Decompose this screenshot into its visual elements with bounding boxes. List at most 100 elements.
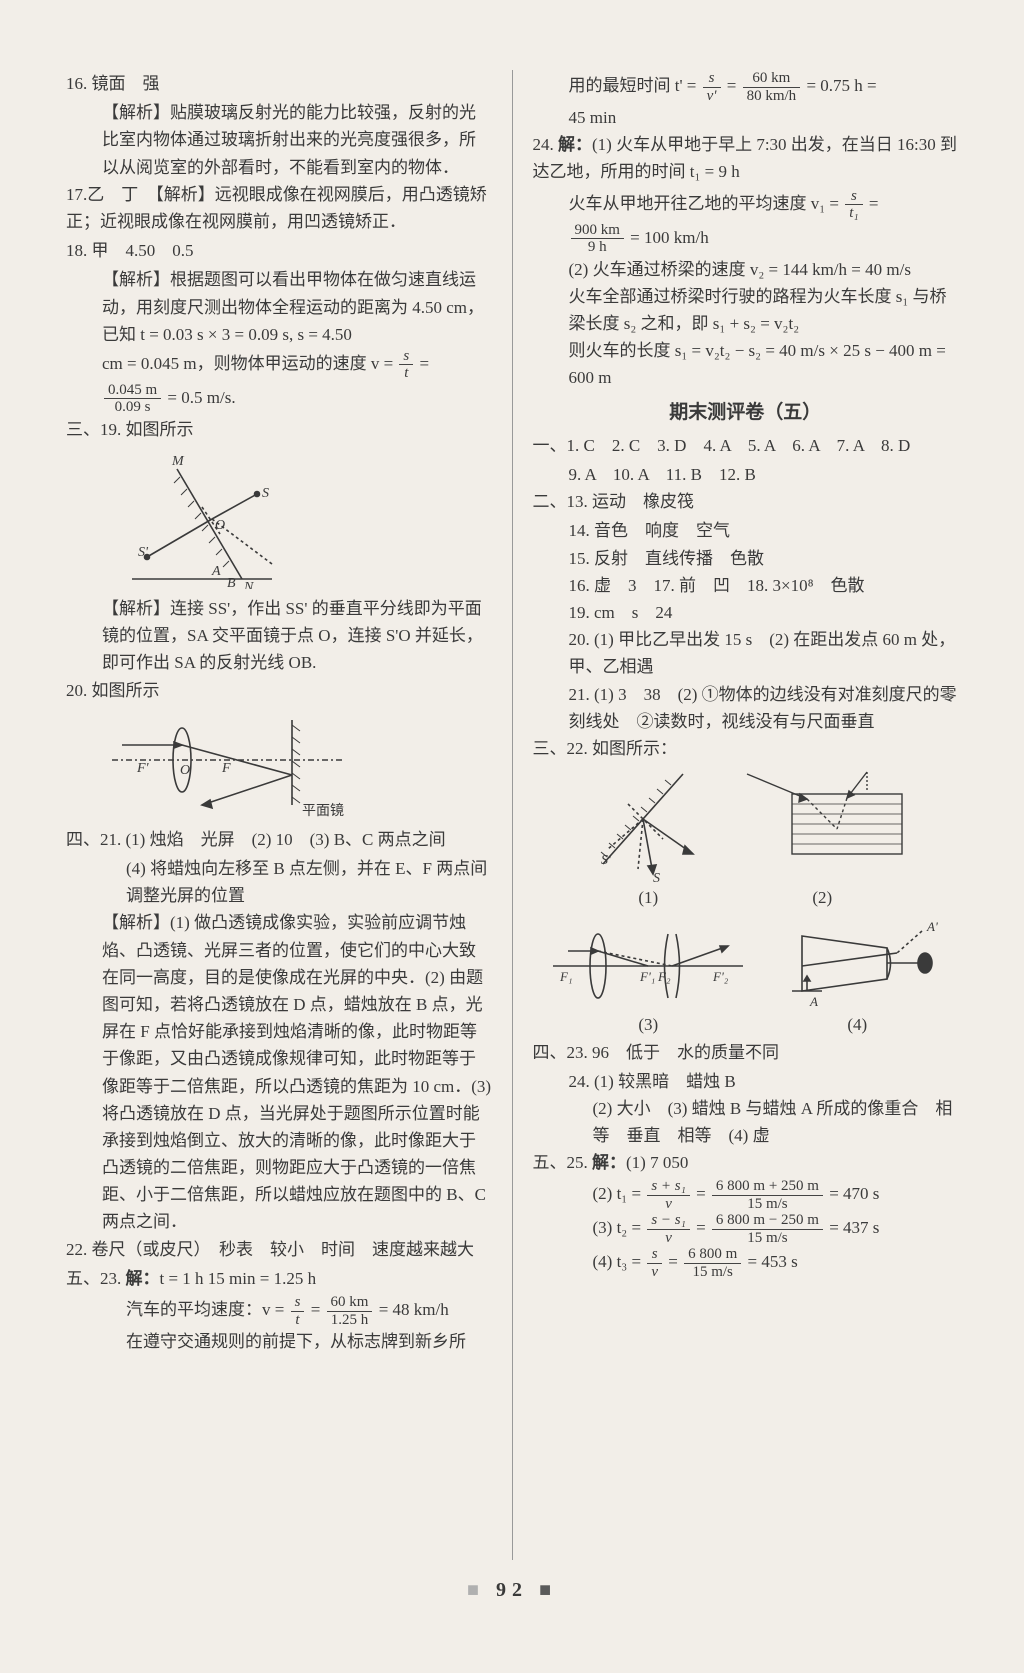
- square-icon: ■: [467, 1579, 485, 1601]
- frac: s + s₁v: [647, 1178, 690, 1212]
- eq: =: [420, 354, 430, 373]
- sec4-label: 四、: [533, 1043, 567, 1062]
- frac: 900 km9 h: [571, 222, 624, 256]
- frac: 6 800 m15 m/s: [684, 1246, 741, 1280]
- q21r: 21. (1) 3 38 (2) ①物体的边线没有对准刻度尺的零刻线处 ②读数时…: [533, 681, 959, 735]
- page-columns: 16. 镜面 强 【解析】贴膜玻璃反射光的能力比较强，反射的光比室内物体通过玻璃…: [50, 70, 974, 1560]
- svg-text:A': A': [926, 919, 938, 934]
- svg-text:S: S: [653, 871, 660, 884]
- q22-d3: F₁ F'₁ F₂ F'₂ (3): [548, 911, 748, 1038]
- exp-label: 【解析】: [155, 185, 215, 204]
- frac: 6 800 m − 250 m15 m/s: [712, 1212, 823, 1246]
- q24-l5: 则火车的长度 s₁ = v₂t₂ − s₂ = 40 m/s × 25 s − …: [533, 337, 959, 391]
- sec3-label: 三、: [66, 420, 100, 439]
- q24: 24. 解：(1) 火车从甲地于早上 7:30 出发，在当日 16:30 到达乙…: [533, 131, 959, 185]
- d3-label: (3): [548, 1011, 748, 1038]
- q13r: 二、13. 运动 橡皮筏: [533, 488, 959, 515]
- sol-label: 解：: [126, 1269, 160, 1288]
- sec5-label: 五、: [533, 1153, 567, 1172]
- svg-text:B: B: [227, 576, 236, 589]
- q18: 18. 甲 4.50 0.5: [66, 237, 492, 264]
- svg-text:O: O: [180, 763, 190, 778]
- q17-ans: 乙 丁: [87, 185, 155, 204]
- svg-text:N: N: [243, 580, 254, 589]
- q22-text: 卷尺（或皮尺） 秒表 较小 时间 速度越来越大: [92, 1240, 475, 1259]
- q20r: 20. (1) 甲比乙早出发 15 s (2) 在距出发点 60 m 处，甲、乙…: [533, 626, 959, 680]
- svg-text:A: A: [211, 564, 221, 579]
- q18-eq-row: cm = 0.045 m，则物体甲运动的速度 v = st =: [66, 348, 492, 382]
- q24r-p1: 24. (1) 较黑暗 蜡烛 B: [533, 1068, 959, 1095]
- q24-l3: (2) 火车通过桥梁的速度 v₂ = 144 km/h = 40 m/s: [533, 256, 959, 283]
- q24-l2: 火车从甲地开往乙地的平均速度 v₁ = st₁ =: [533, 188, 959, 222]
- q23-cont: 用的最短时间 t' = sv' = 60 km80 km/h = 0.75 h …: [533, 70, 959, 104]
- frac-s-over-t: st: [399, 348, 413, 382]
- frac: st₁: [845, 188, 862, 222]
- q19-num: 19.: [100, 420, 121, 439]
- exp-label: 【解析】: [102, 270, 170, 289]
- q22-d4: A A' (4): [772, 911, 942, 1038]
- svg-text:F': F': [136, 761, 150, 776]
- q21: 四、21. (1) 烛焰 光屏 (2) 10 (3) B、C 两点之间: [66, 826, 492, 853]
- q22-diagrams-bot: F₁ F'₁ F₂ F'₂ (3): [533, 911, 959, 1038]
- q18-ans: 甲 4.50 0.5: [92, 241, 194, 260]
- svg-text:F₂: F₂: [657, 969, 671, 984]
- q23r: 四、23. 96 低于 水的质量不同: [533, 1039, 959, 1066]
- frac: sv: [647, 1246, 662, 1280]
- frac: 60 km80 km/h: [743, 70, 801, 104]
- svg-text:F₁: F₁: [559, 969, 572, 984]
- q25-p2: (2) t₁ = s + s₁v = 6 800 m + 250 m15 m/s…: [533, 1178, 959, 1212]
- q23-l1: t = 1 h 15 min = 1.25 h: [160, 1269, 317, 1288]
- q18-exp-c: = 0.5 m/s.: [167, 388, 235, 407]
- svg-text:F'₂: F'₂: [712, 969, 729, 984]
- q15r: 15. 反射 直线传播 色散: [533, 545, 959, 572]
- left-column: 16. 镜面 强 【解析】贴膜玻璃反射光的能力比较强，反射的光比室内物体通过玻璃…: [50, 70, 512, 1560]
- q22-d1: S'S (1): [583, 764, 713, 911]
- right-column: 用的最短时间 t' = sv' = 60 km80 km/h = 0.75 h …: [513, 70, 975, 1560]
- q14r: 14. 音色 响度 空气: [533, 517, 959, 544]
- q18-eq-row2: 0.045 m0.09 s = 0.5 m/s.: [66, 382, 492, 416]
- svg-text:A: A: [809, 994, 818, 1009]
- q24-num: 24.: [533, 135, 554, 154]
- frac: 6 800 m + 250 m15 m/s: [712, 1178, 823, 1212]
- q17: 17.乙 丁 【解析】远视眼成像在视网膜后，用凸透镜矫正；近视眼成像在视网膜前，…: [66, 181, 492, 235]
- q22-num: 22.: [66, 1240, 87, 1259]
- exp-label: 【解析】: [102, 913, 170, 932]
- q24-l4: 火车全部通过桥梁时行驶的路程为火车长度 s₁ 与桥梁长度 s₂ 之和，即 s₁ …: [533, 283, 959, 337]
- sec5-label: 五、: [66, 1269, 100, 1288]
- q21-p4: (4) 将蜡烛向左移至 B 点左侧，并在 E、F 两点间调整光屏的位置: [66, 855, 492, 909]
- q16r: 16. 虚 3 17. 前 凹 18. 3×10⁸ 色散: [533, 572, 959, 599]
- square-icon: ■: [539, 1579, 557, 1601]
- q16: 16. 镜面 强: [66, 70, 492, 97]
- mirror-label: 平面镜: [302, 803, 344, 819]
- svg-text:F'₁: F'₁: [639, 969, 655, 984]
- q25-p3: (3) t₂ = s − s₁v = 6 800 m − 250 m15 m/s…: [533, 1212, 959, 1246]
- q22-diagrams-top: S'S (1): [533, 764, 959, 911]
- sec3-label: 三、: [533, 739, 567, 758]
- frac: st: [291, 1294, 305, 1328]
- q23-num: 23.: [100, 1269, 121, 1288]
- exp-label: 【解析】: [102, 103, 170, 122]
- q16-explain: 【解析】贴膜玻璃反射光的能力比较强，反射的光比室内物体通过玻璃折射出来的光亮度强…: [66, 99, 492, 181]
- frac: s − s₁v: [647, 1212, 690, 1246]
- frac: sv': [703, 70, 721, 104]
- sec1-row1: 一、1. C 2. C 3. D 4. A 5. A 6. A 7. A 8. …: [533, 432, 959, 459]
- d4-label: (4): [772, 1011, 942, 1038]
- q24r-p2: (2) 大小 (3) 蜡烛 B 与蜡烛 A 所成的像重合 相等 垂直 相等 (4…: [533, 1095, 959, 1149]
- q22: 22. 卷尺（或皮尺） 秒表 较小 时间 速度越来越大: [66, 1236, 492, 1263]
- q16-num: 16.: [66, 74, 87, 93]
- q22-d2: (2): [737, 764, 907, 911]
- frac-val: 0.045 m0.09 s: [104, 382, 161, 416]
- sec1-row2: 9. A 10. A 11. B 12. B: [533, 461, 959, 488]
- q21-num: 21.: [100, 830, 121, 849]
- q23-l2: 汽车的平均速度：v = st = 60 km1.25 h = 48 km/h: [66, 1294, 492, 1328]
- svg-text:F: F: [221, 761, 231, 776]
- sec4-label: 四、: [66, 830, 100, 849]
- q19-text: 如图所示: [126, 420, 194, 439]
- q23: 五、23. 解：t = 1 h 15 min = 1.25 h: [66, 1265, 492, 1292]
- svg-text:S': S': [601, 853, 612, 868]
- q23-cont2: 45 min: [533, 104, 959, 131]
- q24-l2b: 900 km9 h = 100 km/h: [533, 222, 959, 256]
- q22r: 三、22. 如图所示：: [533, 735, 959, 762]
- paper5-title: 期末测评卷（五）: [533, 398, 959, 428]
- q16-ans: 镜面 强: [92, 74, 160, 93]
